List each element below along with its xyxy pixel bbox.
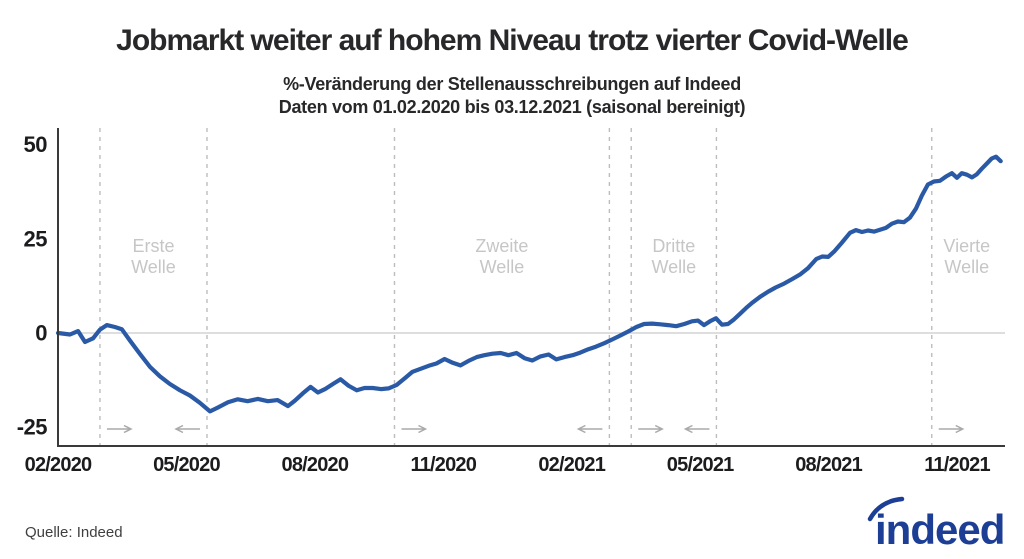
x-tick-label: 05/2021 [667, 454, 734, 476]
y-tick-label: 25 [24, 226, 48, 251]
wave-arrow-right-icon [638, 424, 664, 434]
wave-label: Welle [944, 257, 989, 277]
wave-arrow-right-icon [401, 424, 428, 434]
series-line [55, 154, 1003, 414]
y-tick-label: 50 [24, 132, 48, 157]
x-tick-label: 08/2021 [795, 454, 862, 476]
chart-subtitle: %-Veränderung der Stellenausschreibungen… [0, 73, 1024, 119]
y-tick-label: -25 [17, 415, 48, 440]
wave-label: Welle [480, 257, 525, 277]
chart-subtitle-line1: %-Veränderung der Stellenausschreibungen… [283, 74, 741, 94]
wave-label: Dritte [652, 236, 695, 256]
indeed-logo: indeed [867, 496, 1005, 553]
wave-arrow-left-icon [576, 424, 603, 434]
wave-arrow-left-icon [174, 424, 200, 434]
wave-arrow-right-icon [938, 424, 965, 434]
x-tick-label: 11/2021 [924, 454, 990, 476]
wave-label: Vierte [943, 236, 990, 256]
wave-label: Welle [131, 257, 176, 277]
x-tick-label: 02/2021 [538, 454, 605, 476]
indeed-logo-swoosh-icon [867, 496, 905, 522]
x-tick-label: 08/2020 [282, 454, 349, 476]
chart-title: Jobmarkt weiter auf hohem Niveau trotz v… [116, 24, 909, 57]
wave-label: Welle [651, 257, 696, 277]
wave-arrow-right-icon [106, 424, 133, 434]
wave-arrow-left-icon [683, 424, 710, 434]
y-tick-label: 0 [35, 321, 47, 346]
source-note: Quelle: Indeed [25, 524, 123, 541]
x-tick-label: 11/2020 [410, 454, 476, 476]
wave-label: Zweite [475, 236, 528, 256]
indeed-logo-text: indeed [875, 506, 1004, 553]
x-tick-label: 05/2020 [153, 454, 220, 476]
x-tick-label: 02/2020 [25, 454, 92, 476]
wave-label: Erste [132, 236, 174, 256]
chart-subtitle-line2: Daten vom 01.02.2020 bis 03.12.2021 (sai… [278, 97, 746, 117]
